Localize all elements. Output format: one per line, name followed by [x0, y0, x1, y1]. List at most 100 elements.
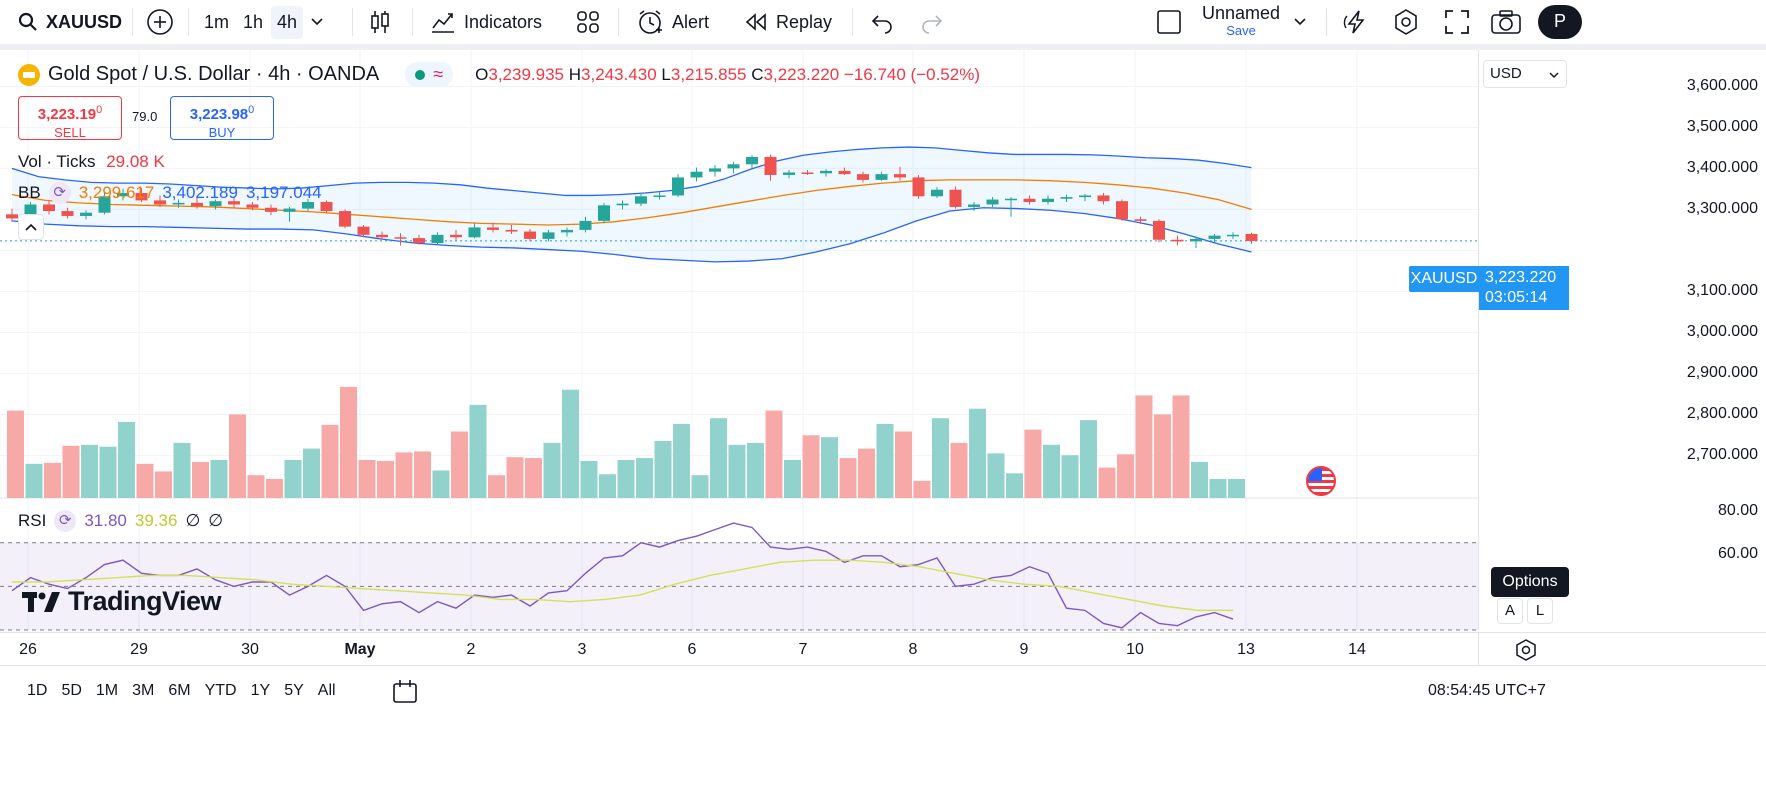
quick-search-button[interactable]: [1342, 0, 1370, 44]
last-price-label[interactable]: 3,223.220 03:05:14: [1479, 266, 1569, 310]
time-label: 2: [466, 641, 476, 658]
us-flag-icon[interactable]: [1306, 466, 1336, 496]
market-status-badge[interactable]: ≈: [405, 62, 454, 87]
interval-1h[interactable]: 1h: [243, 11, 264, 32]
sell-price-sup: 0: [96, 104, 103, 116]
volume-bar: [543, 442, 561, 498]
options-tooltip[interactable]: Options: [1491, 567, 1569, 597]
symbol-search[interactable]: XAUUSD: [18, 0, 122, 44]
volume-bar: [691, 475, 709, 498]
bb-basis-line: [11, 179, 1252, 226]
rsi-label: RSI: [18, 511, 47, 530]
volume-bars: [7, 386, 1245, 498]
candle-body: [1134, 219, 1147, 221]
volume-value: 29.08 K: [106, 152, 165, 171]
time-axis[interactable]: 26 29 30 May 2 3 6 7 8 9 10 13 14: [0, 632, 1478, 666]
range-button-all[interactable]: All: [317, 682, 336, 699]
indicators-label: Indicators: [464, 11, 543, 32]
fullscreen-button[interactable]: [1444, 0, 1470, 44]
symbol-title[interactable]: Gold Spot / U.S. Dollar · 4h · OANDA: [48, 63, 380, 85]
redo-button[interactable]: [920, 0, 944, 44]
range-button-1d[interactable]: 1D: [27, 682, 48, 699]
candle-body: [857, 174, 869, 180]
layout-menu[interactable]: Unnamed Save: [1156, 0, 1312, 44]
range-button-5d[interactable]: 5D: [61, 682, 82, 699]
volume-bar: [506, 457, 524, 498]
symbol-price-label[interactable]: XAUUSD: [1409, 266, 1479, 292]
interval-1m[interactable]: 1m: [204, 11, 230, 32]
candle-body: [764, 156, 777, 175]
volume-bar: [654, 441, 672, 498]
range-button-5y[interactable]: 5Y: [284, 682, 304, 699]
price-tick: 2,900.000: [1686, 364, 1758, 382]
rsi-legend[interactable]: RSI ⟳ 31.80 39.36 ∅ ∅: [18, 510, 223, 532]
collapse-legend-button[interactable]: [18, 214, 44, 240]
time-label: 10: [1126, 641, 1144, 658]
volume-bar: [599, 474, 616, 498]
clock-timezone[interactable]: 08:54:45 UTC+7: [1428, 682, 1546, 699]
tradingview-watermark[interactable]: TradingView: [22, 586, 222, 617]
volume-bar: [377, 460, 394, 498]
interval-group: 1m 1h 4h: [198, 0, 329, 44]
range-button-6m[interactable]: 6M: [168, 682, 191, 699]
chart-type-button[interactable]: [368, 0, 392, 44]
candle-body: [246, 204, 259, 208]
buy-button[interactable]: 3,223.980 BUY: [170, 96, 274, 140]
volume-bar: [1061, 455, 1079, 498]
profile-button[interactable]: P: [1538, 0, 1582, 44]
chart-legend: Gold Spot / U.S. Dollar · 4h · OANDA ≈ O…: [18, 62, 980, 87]
range-button-3m[interactable]: 3M: [132, 682, 155, 699]
volume-bar: [488, 475, 505, 498]
range-button-1y[interactable]: 1Y: [250, 682, 271, 699]
candle-body: [450, 234, 462, 238]
toolbar-divider: [0, 44, 1766, 50]
volume-bar: [802, 435, 820, 498]
auto-scale-button[interactable]: A: [1497, 598, 1523, 624]
volume-legend[interactable]: Vol · Ticks 29.08 K: [18, 152, 165, 172]
price-tick: 3,600.000: [1686, 77, 1758, 95]
candle-body: [579, 220, 592, 230]
range-button-ytd[interactable]: YTD: [204, 682, 237, 699]
add-circle-icon: [147, 9, 173, 35]
undo-button[interactable]: [870, 0, 894, 44]
price-scale[interactable]: USD 3,600.000 3,500.000 3,400.000 3,300.000…: [1409, 50, 1766, 630]
volume-bar: [358, 460, 376, 498]
range-button-1m[interactable]: 1M: [95, 682, 119, 699]
price-chart[interactable]: [0, 50, 1478, 632]
currency-select[interactable]: USD: [1483, 60, 1567, 88]
candle-body: [524, 231, 536, 239]
candle-body: [413, 238, 425, 244]
volume-bar: [432, 470, 450, 498]
snapshot-button[interactable]: [1490, 0, 1522, 44]
chevron-down-icon[interactable]: [305, 12, 329, 32]
calendar-range-icon[interactable]: [392, 678, 418, 704]
candle-body: [98, 196, 111, 213]
compare-button[interactable]: [146, 0, 174, 44]
market-open-dot: [415, 69, 426, 80]
volume-bar: [858, 448, 875, 498]
price-tick: 3,400.000: [1686, 159, 1758, 177]
layout-save-label[interactable]: Save: [1226, 23, 1256, 38]
templates-button[interactable]: [576, 0, 600, 44]
bb-legend[interactable]: BB ⟳ 3,299.617 3,402.189 3,197.044: [18, 182, 322, 204]
replay-button[interactable]: Replay: [744, 0, 832, 44]
indicators-button[interactable]: Indicators: [430, 0, 542, 44]
interval-4h[interactable]: 4h: [271, 5, 304, 39]
alert-button[interactable]: Alert: [636, 0, 709, 44]
settings-corner[interactable]: [1478, 632, 1766, 666]
sell-label: SELL: [54, 125, 86, 140]
candle-body: [1208, 235, 1221, 239]
volume-bar: [895, 431, 912, 498]
price-tick: 3,300.000: [1686, 200, 1758, 218]
volume-bar: [210, 460, 228, 498]
candle-body: [801, 172, 814, 174]
sell-button[interactable]: 3,223.190 SELL: [18, 96, 122, 140]
buy-price: 3,223.98: [189, 106, 249, 123]
candle-body: [302, 202, 314, 209]
log-scale-button[interactable]: L: [1527, 598, 1553, 624]
options-label: Options: [1502, 573, 1558, 590]
volume-bar: [876, 423, 894, 498]
settings-button[interactable]: [1392, 0, 1420, 44]
candle-body: [505, 229, 518, 232]
candle-body: [598, 205, 610, 221]
